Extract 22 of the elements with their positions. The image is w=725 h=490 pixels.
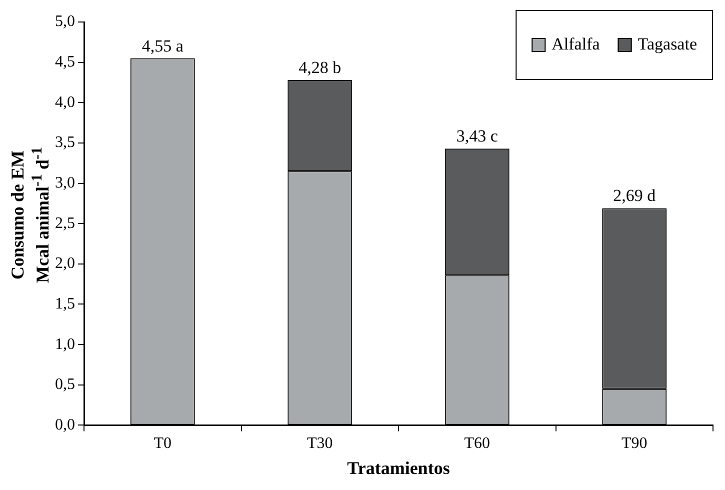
x-tick-label: T30 [306,435,333,452]
legend-label: Alfalfa [552,34,600,54]
x-tick-label: T90 [621,435,648,452]
x-axis-title: Tratamientos [347,458,450,478]
total-label: 3,43 c [456,126,498,146]
y-tick-label: 3,0 [55,174,75,192]
y-tick-label: 4,0 [55,94,75,111]
x-tick-label: T60 [464,435,490,452]
y-tick-label: 2,0 [55,255,75,272]
total-label: 4,28 b [298,58,342,78]
legend-label: Tagasate [638,34,697,54]
total-label: 4,55 a [142,36,184,56]
y-tick-label: 1,5 [55,295,75,312]
total-label: 2,69 d [613,186,656,206]
x-tick-label: T0 [154,435,172,452]
y-tick-label: 5,0 [55,13,75,30]
y-tick-label: 4,5 [55,54,75,71]
y-tick-label: 1,0 [55,336,75,353]
y-tick-label: 0,5 [55,376,75,394]
y-tick-label: 3,5 [55,134,75,152]
y-tick-label: 0,0 [55,416,75,434]
y-tick-label: 2,5 [55,214,75,232]
